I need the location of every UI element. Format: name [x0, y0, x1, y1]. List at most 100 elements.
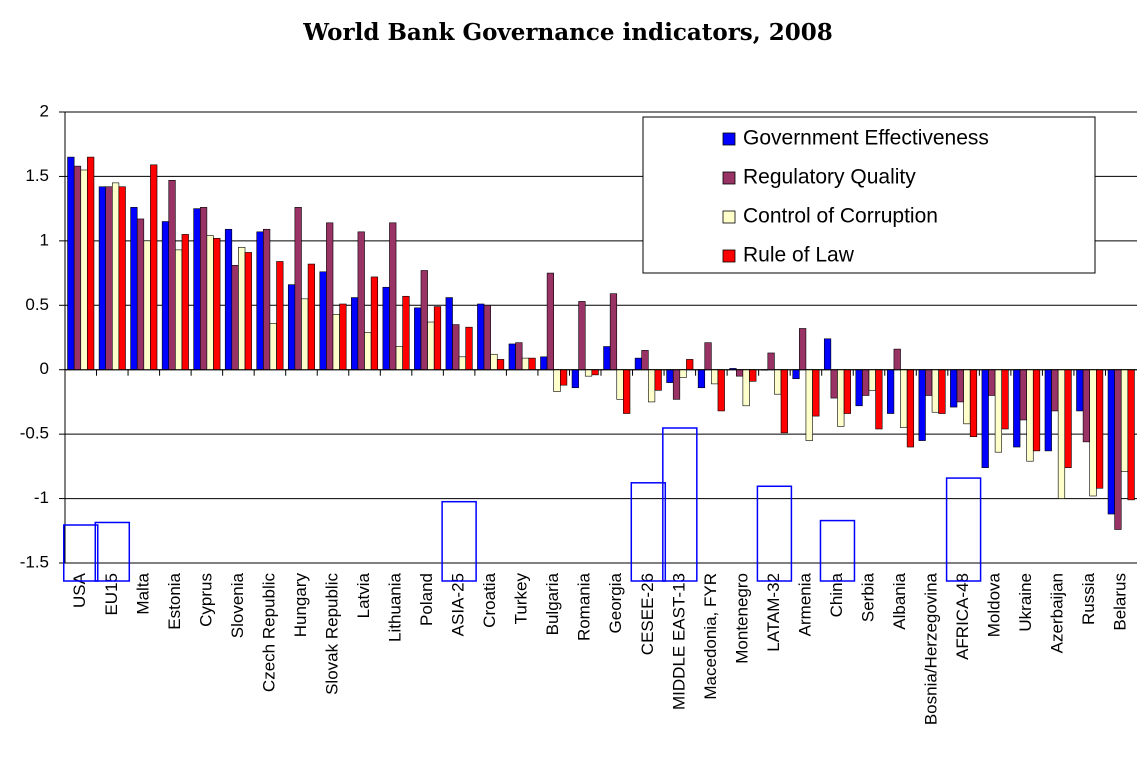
- bar: [774, 369, 782, 395]
- x-tick-label: Moldova: [985, 572, 1004, 637]
- bar: [1120, 369, 1129, 472]
- category-highlight: [819, 519, 856, 582]
- x-tick-label: LATAM-32: [764, 573, 783, 652]
- bar: [496, 359, 505, 371]
- x-tick-label: Malta: [133, 572, 152, 614]
- y-tick-label: -1.5: [20, 552, 49, 571]
- bar: [508, 343, 516, 371]
- bar: [351, 297, 359, 371]
- bar: [616, 369, 624, 400]
- legend-swatch: [722, 132, 736, 146]
- bar: [988, 369, 996, 396]
- bar: [654, 369, 662, 391]
- bar: [560, 369, 568, 386]
- legend-swatch: [722, 210, 736, 224]
- y-tick-label: 0: [40, 359, 49, 378]
- bar: [130, 207, 138, 371]
- bar: [1076, 369, 1084, 412]
- bar: [742, 369, 750, 407]
- bar: [287, 284, 296, 371]
- x-tick-label: EU15: [102, 573, 121, 616]
- x-tick-label: Georgia: [606, 572, 625, 633]
- bar: [1082, 369, 1091, 443]
- bar: [269, 323, 277, 371]
- bar: [1127, 369, 1135, 501]
- bar: [402, 295, 410, 371]
- bar: [571, 369, 579, 389]
- legend-box: [642, 116, 1096, 274]
- bar: [224, 228, 233, 371]
- bar: [697, 369, 706, 389]
- bar: [805, 369, 813, 441]
- bar: [181, 234, 189, 371]
- bar: [956, 369, 964, 403]
- x-tick-label: CESEE-26: [638, 573, 657, 655]
- bar: [812, 369, 820, 417]
- bar: [634, 357, 642, 371]
- legend-label: Government Effectiveness: [743, 127, 989, 150]
- bar: [231, 265, 239, 371]
- x-tick-label: Armenia: [795, 572, 814, 636]
- bar: [767, 352, 775, 371]
- bar: [395, 346, 403, 371]
- bar: [906, 369, 915, 448]
- bar: [150, 164, 158, 371]
- bar: [994, 369, 1003, 453]
- x-tick-label: Turkey: [512, 573, 531, 625]
- x-tick-label: Macedonia, FYR: [701, 573, 720, 700]
- bar: [326, 222, 334, 371]
- bar: [647, 369, 656, 403]
- bar: [862, 369, 870, 396]
- bar: [900, 369, 908, 429]
- bar: [370, 276, 379, 371]
- legend-label: Regulatory Quality: [743, 166, 916, 189]
- bar: [238, 247, 246, 371]
- bar: [780, 369, 788, 434]
- bar: [414, 307, 422, 371]
- bar: [1057, 369, 1066, 499]
- x-tick-label: AFRICA-48: [953, 573, 972, 660]
- bar: [1032, 369, 1041, 452]
- bar: [521, 357, 530, 371]
- bar: [875, 369, 883, 430]
- bar: [1026, 369, 1034, 462]
- x-tick-label: Croatia: [480, 572, 499, 627]
- bar: [465, 326, 473, 371]
- bar: [161, 221, 170, 371]
- bar: [717, 369, 725, 412]
- bar: [855, 369, 863, 407]
- legend-label: Rule of Law: [743, 244, 855, 267]
- bar: [1019, 369, 1027, 421]
- bar: [641, 350, 649, 371]
- bar: [830, 369, 838, 399]
- x-tick-label: Czech Republic: [259, 573, 278, 693]
- bar: [1013, 369, 1021, 448]
- bar: [80, 169, 88, 371]
- bar: [584, 369, 593, 377]
- bar: [105, 186, 113, 371]
- bar: [168, 179, 176, 371]
- bar: [483, 304, 491, 371]
- bar: [357, 231, 365, 371]
- bar: [433, 306, 442, 371]
- y-tick-label: 1.5: [25, 166, 49, 185]
- bar: [382, 286, 390, 371]
- bar: [307, 263, 315, 371]
- bar: [206, 235, 214, 371]
- x-tick-label: Slovenia: [228, 572, 247, 638]
- bar: [735, 369, 744, 377]
- x-tick-label: Albania: [890, 572, 909, 629]
- x-tick-label: USA: [70, 572, 89, 608]
- bar: [213, 237, 221, 371]
- bar: [452, 324, 460, 371]
- bar: [1096, 369, 1104, 489]
- bar: [931, 369, 939, 413]
- bar: [1044, 369, 1052, 452]
- bar: [458, 356, 467, 371]
- x-tick-label: China: [827, 572, 846, 617]
- bar: [711, 369, 719, 385]
- bar: [319, 271, 327, 371]
- bar: [603, 346, 611, 371]
- bar: [199, 207, 208, 371]
